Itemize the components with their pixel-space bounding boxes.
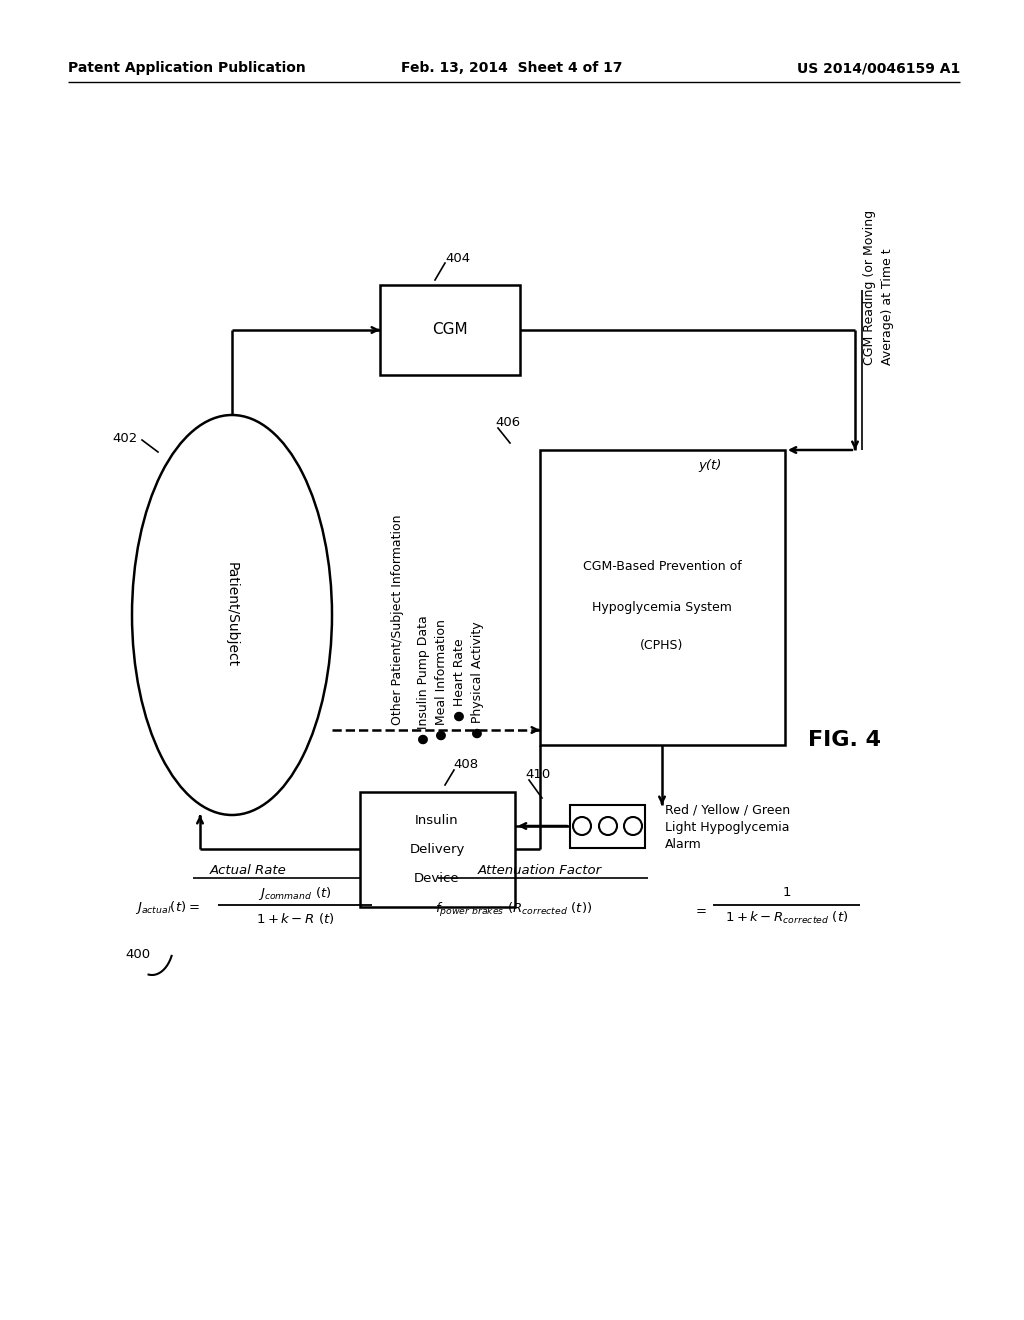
Text: y(t): y(t) bbox=[698, 458, 722, 471]
Text: $=$: $=$ bbox=[693, 903, 708, 916]
Text: Red / Yellow / Green: Red / Yellow / Green bbox=[665, 804, 791, 817]
Text: Insulin: Insulin bbox=[415, 813, 459, 826]
Text: Patent Application Publication: Patent Application Publication bbox=[68, 61, 306, 75]
Text: 402: 402 bbox=[113, 432, 138, 445]
Text: ● Meal Information: ● Meal Information bbox=[434, 619, 447, 741]
Text: CGM: CGM bbox=[432, 322, 468, 338]
Text: $J_{command}\ (t)$: $J_{command}\ (t)$ bbox=[258, 884, 332, 902]
Text: Delivery: Delivery bbox=[410, 842, 465, 855]
Text: Device: Device bbox=[414, 871, 460, 884]
Text: Attenuation Factor: Attenuation Factor bbox=[478, 863, 602, 876]
Text: ● Insulin Pump Data: ● Insulin Pump Data bbox=[417, 615, 429, 744]
Text: Feb. 13, 2014  Sheet 4 of 17: Feb. 13, 2014 Sheet 4 of 17 bbox=[401, 61, 623, 75]
Text: ● Heart Rate: ● Heart Rate bbox=[453, 639, 466, 721]
Text: $1 + k - R\ (t)$: $1 + k - R\ (t)$ bbox=[256, 911, 334, 925]
Ellipse shape bbox=[132, 414, 332, 814]
Text: Actual Rate: Actual Rate bbox=[210, 863, 287, 876]
Text: CGM-Based Prevention of: CGM-Based Prevention of bbox=[583, 561, 741, 573]
Bar bbox=[540, 450, 785, 744]
Text: Average) at Time t: Average) at Time t bbox=[881, 248, 894, 366]
Text: Patient/Subject: Patient/Subject bbox=[225, 562, 239, 668]
Bar bbox=[570, 805, 645, 847]
Text: $1$: $1$ bbox=[782, 887, 792, 899]
Text: Other Patient/Subject Information: Other Patient/Subject Information bbox=[391, 515, 404, 725]
Text: 404: 404 bbox=[445, 252, 470, 264]
Text: FIG. 4: FIG. 4 bbox=[809, 730, 882, 750]
Text: ● Physical Activity: ● Physical Activity bbox=[470, 622, 483, 738]
Text: $f_{power\ brakes}\ (R_{corrected}\ (t))$: $f_{power\ brakes}\ (R_{corrected}\ (t))… bbox=[435, 902, 592, 919]
Text: $1 + k - R_{corrected}\ (t)$: $1 + k - R_{corrected}\ (t)$ bbox=[725, 909, 849, 927]
Text: CGM Reading (or Moving: CGM Reading (or Moving bbox=[863, 210, 877, 366]
Text: Light Hypoglycemia: Light Hypoglycemia bbox=[665, 821, 790, 833]
Text: $J_{actual}(t) = $: $J_{actual}(t) = $ bbox=[135, 899, 200, 916]
Bar bbox=[380, 285, 520, 375]
Bar bbox=[360, 792, 515, 907]
Text: Alarm: Alarm bbox=[665, 837, 701, 850]
Text: (CPHS): (CPHS) bbox=[640, 639, 684, 652]
Text: 406: 406 bbox=[495, 417, 520, 429]
Text: 400: 400 bbox=[125, 949, 151, 961]
Text: 408: 408 bbox=[453, 759, 478, 771]
Text: Hypoglycemia System: Hypoglycemia System bbox=[592, 601, 732, 614]
Text: 410: 410 bbox=[525, 768, 550, 781]
Text: US 2014/0046159 A1: US 2014/0046159 A1 bbox=[797, 61, 961, 75]
